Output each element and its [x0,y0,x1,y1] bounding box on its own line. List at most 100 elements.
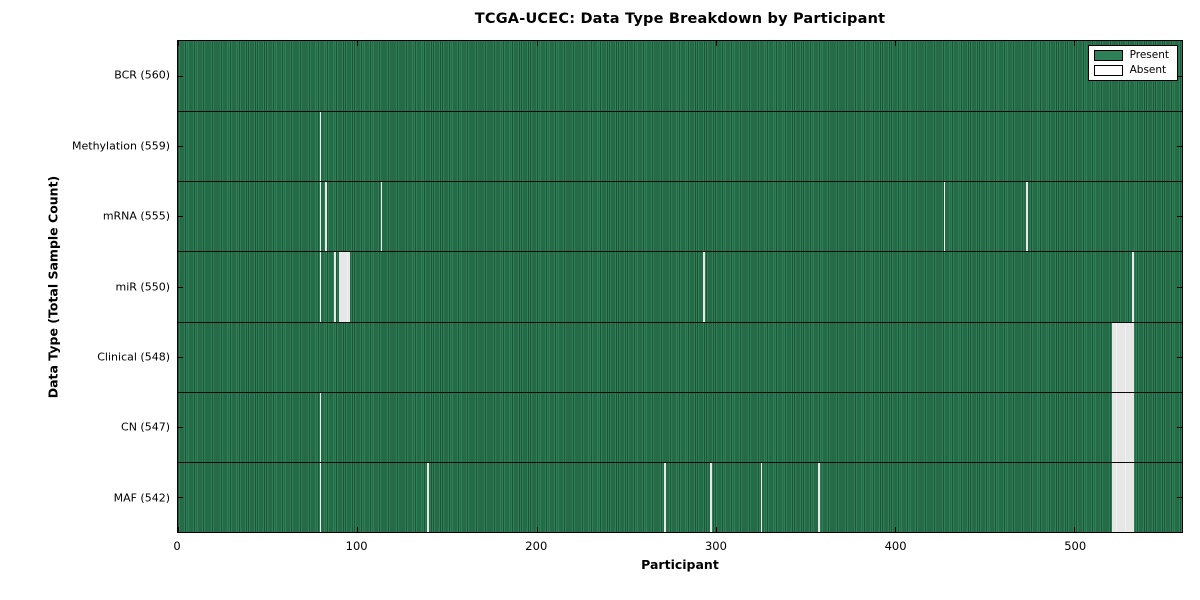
absent-bar-mir-95 [348,252,351,322]
absent-bar-clinical-528 [1124,322,1127,392]
absent-bar-maf-79 [319,462,322,532]
absent-bar-maf-271 [663,462,666,532]
row-cn [178,391,1182,462]
absent-bar-maf-528 [1124,462,1127,532]
absent-bar-clinical-527 [1122,322,1125,392]
x-tick-label-500: 500 [1064,539,1087,553]
y-tick-left-maf [178,496,183,498]
legend-item-present: Present [1093,49,1169,62]
absent-bar-maf-524 [1117,462,1120,532]
row-methylation [178,111,1182,182]
x-tick-top-400 [895,41,897,46]
absent-bar-maf-523 [1115,462,1118,532]
absent-bar-clinical-531 [1130,322,1132,392]
x-tick-label-400: 400 [884,539,907,553]
absent-bar-mir-91 [341,252,343,322]
absent-bar-clinical-521 [1112,322,1114,392]
absent-bar-maf-521 [1112,462,1114,532]
absent-bar-maf-532 [1131,462,1134,532]
x-tick-bottom-300 [715,527,717,532]
y-tick-left-mir [178,286,183,288]
absent-bar-mir-92 [342,252,345,322]
absent-bar-maf-297 [710,462,713,532]
row-clinical [178,321,1182,392]
x-tick-label-300: 300 [704,539,727,553]
y-tick-left-cn [178,426,183,428]
absent-bar-clinical-522 [1113,322,1116,392]
absent-bar-maf-357 [818,462,820,532]
legend-label-absent: Absent [1129,64,1167,77]
absent-bar-cn-525 [1119,392,1122,462]
present-swatch-icon [1093,50,1123,61]
y-tick-right-methylation [1177,146,1182,148]
absent-bar-maf-527 [1122,462,1125,532]
absent-bar-mrna-427 [943,182,946,252]
absent-bar-maf-139 [427,462,429,532]
x-tick-label-200: 200 [525,539,548,553]
row-label-clinical: Clinical (548) [97,350,170,364]
absent-bar-cn-528 [1124,392,1127,462]
absent-bar-maf-522 [1113,462,1116,532]
absent-bar-maf-526 [1121,462,1123,532]
absent-bar-mrna-79 [319,182,322,252]
absent-bar-clinical-526 [1121,322,1123,392]
x-tick-top-300 [715,41,717,46]
absent-bar-cn-526 [1121,392,1123,462]
absent-bar-cn-521 [1112,392,1114,462]
absent-bar-maf-325 [760,462,763,532]
absent-bar-clinical-530 [1128,322,1130,392]
row-mrna [178,181,1182,252]
absent-bar-mir-532 [1131,252,1134,322]
absent-bar-clinical-523 [1115,322,1118,392]
row-label-mrna: mRNA (555) [102,209,170,223]
absent-bar-mir-293 [703,252,706,322]
x-tick-bottom-400 [895,527,897,532]
absent-bar-maf-530 [1128,462,1130,532]
row-label-cn: CN (547) [121,420,170,434]
row-mir [178,251,1182,322]
chart-title: TCGA-UCEC: Data Type Breakdown by Partic… [474,11,886,27]
y-tick-right-maf [1177,496,1182,498]
absent-bar-mir-87 [333,252,336,322]
x-tick-bottom-200 [536,527,538,532]
absent-bar-clinical-529 [1126,322,1129,392]
absent-swatch-icon [1093,65,1123,76]
x-tick-bottom-0 [178,527,179,532]
y-tick-right-clinical [1177,356,1182,358]
x-tick-top-0 [178,41,179,46]
legend-label-present: Present [1129,49,1169,62]
y-tick-right-cn [1177,426,1182,428]
x-tick-top-500 [1074,41,1076,46]
absent-bar-cn-524 [1117,392,1120,462]
absent-bar-cn-529 [1126,392,1129,462]
row-label-mir: miR (550) [115,280,171,293]
absent-bar-mir-94 [346,252,349,322]
absent-bar-maf-531 [1130,462,1132,532]
absent-bar-cn-527 [1122,392,1125,462]
absent-bar-cn-530 [1128,392,1130,462]
absent-bar-methylation-79 [319,112,322,182]
legend: Present Absent [1087,45,1178,81]
absent-bar-clinical-532 [1131,322,1134,392]
x-tick-top-100 [357,41,359,46]
y-tick-left-mrna [178,216,183,218]
row-bcr [178,41,1182,112]
row-label-maf: MAF (542) [113,491,170,505]
absent-bar-mrna-113 [380,182,383,252]
legend-item-absent: Absent [1093,64,1169,77]
x-tick-bottom-500 [1074,527,1076,532]
row-label-bcr: BCR (560) [114,68,170,82]
absent-bar-clinical-525 [1119,322,1122,392]
x-tick-top-200 [536,41,538,46]
absent-bar-cn-79 [319,392,322,462]
y-tick-right-mir [1177,286,1182,288]
y-tick-left-clinical [178,356,183,358]
y-tick-right-bcr [1177,76,1182,78]
x-tick-bottom-100 [357,527,359,532]
x-tick-label-100: 100 [345,539,368,553]
row-maf [178,461,1182,532]
row-label-methylation: Methylation (559) [72,139,170,153]
absent-bar-cn-531 [1130,392,1132,462]
absent-bar-mir-79 [319,252,322,322]
